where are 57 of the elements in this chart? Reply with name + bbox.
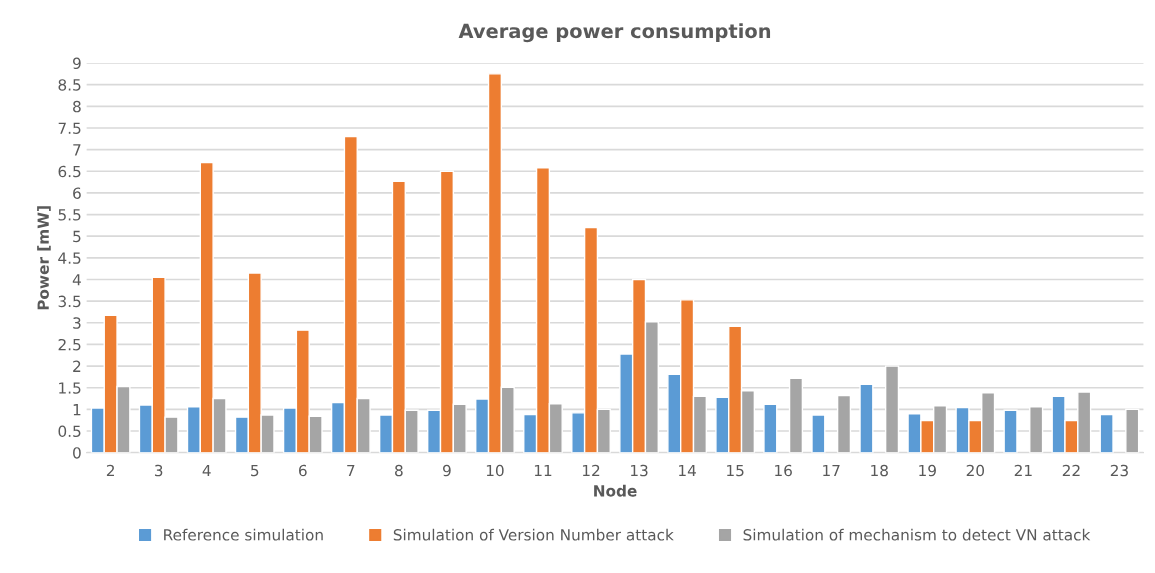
y-axis-title: Power [mW] xyxy=(37,206,51,310)
y-tick-label: 5 xyxy=(73,230,81,243)
x-tick-label: 19 xyxy=(919,464,936,477)
x-tick-label: 10 xyxy=(486,464,504,477)
x-tick-label: 11 xyxy=(534,464,552,477)
y-tick-label: 3 xyxy=(73,317,81,329)
y-tick-label: 8 xyxy=(73,100,81,113)
x-tick-label: 23 xyxy=(1110,464,1128,477)
bar xyxy=(811,414,826,453)
x-tick-label: 8 xyxy=(395,464,403,477)
y-tick-label: 3.5 xyxy=(58,295,81,308)
bar xyxy=(1029,406,1044,453)
bar xyxy=(836,394,852,453)
x-tick-label: 22 xyxy=(1062,464,1080,477)
x-tick-label: 20 xyxy=(966,464,985,477)
y-tick-label: 1 xyxy=(73,404,81,416)
x-tick-label: 3 xyxy=(154,464,163,477)
x-tick-label: 21 xyxy=(1014,464,1032,477)
x-tick-label: 17 xyxy=(823,464,840,477)
x-tick-label: 5 xyxy=(251,464,259,477)
y-tick-label: 6 xyxy=(73,187,81,199)
bar xyxy=(1125,408,1140,453)
legend-label: Reference simulation xyxy=(164,528,323,541)
y-tick-label: 1.5 xyxy=(59,382,81,394)
chart-title: Average power consumption xyxy=(458,23,771,43)
bar xyxy=(859,383,874,453)
bar xyxy=(788,377,804,453)
y-tick-label: 9 xyxy=(73,57,81,70)
y-tick-label: 8.5 xyxy=(58,79,81,91)
legend-label: Simulation of Version Number attack xyxy=(393,528,674,541)
x-tick-label: 14 xyxy=(679,464,696,477)
y-tick-label: 0.5 xyxy=(58,425,81,438)
legend-label: Simulation of mechanism to detect VN attack xyxy=(743,528,1091,541)
y-tick-label: 4.5 xyxy=(58,252,81,264)
x-tick-label: 4 xyxy=(202,464,211,477)
y-tick-label: 4 xyxy=(72,274,81,286)
x-tick-label: 7 xyxy=(347,464,355,477)
y-tick-label: 2 xyxy=(73,360,81,372)
x-axis-title: Node xyxy=(594,484,637,497)
y-tick-label: 0 xyxy=(73,447,81,459)
x-tick-label: 12 xyxy=(582,464,600,477)
x-tick-label: 16 xyxy=(775,464,792,477)
x-tick-label: 6 xyxy=(299,464,307,477)
bar xyxy=(1099,413,1114,453)
bar xyxy=(884,365,900,453)
x-tick-label: 9 xyxy=(443,464,451,477)
y-tick-label: 7 xyxy=(73,144,81,156)
bar xyxy=(1003,409,1018,453)
y-tick-label: 7.5 xyxy=(58,122,81,134)
x-tick-label: 18 xyxy=(871,464,888,477)
y-tick-label: 2.5 xyxy=(58,338,81,351)
x-tick-label: 13 xyxy=(631,464,648,477)
x-tick-label: 2 xyxy=(106,464,114,477)
y-tick-label: 5.5 xyxy=(58,209,81,221)
bar xyxy=(763,403,778,453)
y-tick-label: 6.5 xyxy=(58,165,81,178)
x-tick-label: 15 xyxy=(727,464,744,477)
